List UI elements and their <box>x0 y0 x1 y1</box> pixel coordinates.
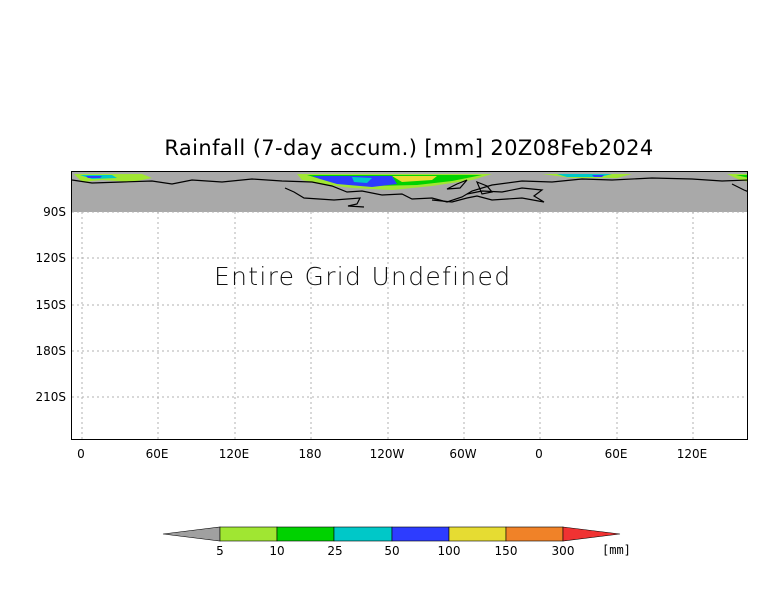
x-tick-label: 0 <box>77 447 85 461</box>
colorbar-swatch <box>276 526 335 542</box>
x-tick-label: 120W <box>369 447 405 461</box>
colorbar-swatch <box>333 526 393 542</box>
y-tick-label: 120S <box>35 251 66 265</box>
x-tick-label: 60W <box>449 447 477 461</box>
x-tick-label: 0 <box>535 447 543 461</box>
colorbar-tick-label: 5 <box>216 544 224 558</box>
colorbar-tick-label: 50 <box>384 544 400 558</box>
y-tick-label: 150S <box>35 298 66 312</box>
x-tick-label: 120E <box>676 447 708 461</box>
map-plot-area <box>71 171 748 440</box>
colorbar-tick-label: 150 <box>494 544 518 558</box>
undefined-grid-message: Entire Grid Undefined <box>214 262 512 291</box>
coastlines <box>72 177 747 208</box>
x-tick-label: 60E <box>604 447 628 461</box>
map-title: Rainfall (7-day accum.) [mm] 20Z08Feb202… <box>164 136 654 160</box>
colorbar-tick-label: 100 <box>437 544 461 558</box>
y-tick-label: 90S <box>43 205 66 219</box>
x-tick-label: 60E <box>145 447 169 461</box>
colorbar-under-triangle <box>162 526 221 542</box>
x-tick-label: 180 <box>298 447 322 461</box>
rainfall-patches <box>74 174 747 190</box>
colorbar-tick-label: 10 <box>269 544 285 558</box>
graticule <box>72 211 747 439</box>
colorbar-swatch <box>448 526 507 542</box>
colorbar-swatch <box>219 526 278 542</box>
colorbar-tick-label: 300 <box>551 544 575 558</box>
rainfall-colorbar <box>162 526 621 542</box>
colorbar-swatch <box>505 526 564 542</box>
colorbar-swatch <box>391 526 450 542</box>
y-tick-label: 180S <box>35 344 66 358</box>
y-tick-label: 210S <box>35 390 66 404</box>
x-tick-label: 120E <box>218 447 250 461</box>
colorbar-unit-label: [mm] <box>602 543 631 557</box>
colorbar-over-triangle <box>562 526 621 542</box>
map-canvas <box>72 172 747 439</box>
colorbar-tick-label: 25 <box>327 544 343 558</box>
